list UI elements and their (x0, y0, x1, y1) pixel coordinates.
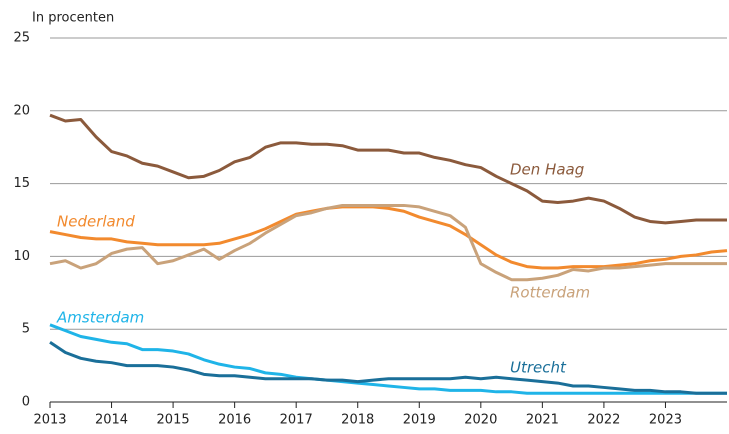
x-tick-label: 2015 (157, 413, 190, 428)
line-series (49, 323, 727, 395)
series-label: Rotterdam (510, 284, 590, 302)
x-tick-label: 2013 (33, 413, 66, 428)
y-axis-label: In procenten (32, 11, 114, 26)
y-tick-label: 20 (13, 103, 30, 118)
line-series (49, 113, 727, 225)
x-tick-label: 2017 (280, 413, 313, 428)
line-series (49, 203, 727, 282)
series-label: Utrecht (510, 359, 567, 377)
y-tick-label: 0 (22, 395, 30, 410)
x-tick-label: 2016 (218, 413, 251, 428)
x-tick-label: 2019 (403, 413, 436, 428)
y-tick-label: 10 (13, 249, 30, 264)
x-tick-label: 2020 (464, 413, 497, 428)
x-tick-label: 2023 (649, 413, 682, 428)
line-series (49, 205, 728, 270)
y-tick-label: 5 (22, 322, 30, 337)
line-series (49, 341, 727, 395)
x-tick-label: 2018 (341, 413, 374, 428)
series-label: Amsterdam (56, 309, 144, 327)
x-tick-label: 2014 (95, 413, 128, 428)
y-tick-label: 25 (13, 31, 30, 46)
x-tick-label: 2021 (526, 413, 559, 428)
series-label: Den Haag (510, 161, 584, 179)
y-tick-label: 15 (13, 176, 30, 191)
x-tick-label: 2022 (587, 413, 620, 428)
series-label: Nederland (57, 213, 135, 231)
